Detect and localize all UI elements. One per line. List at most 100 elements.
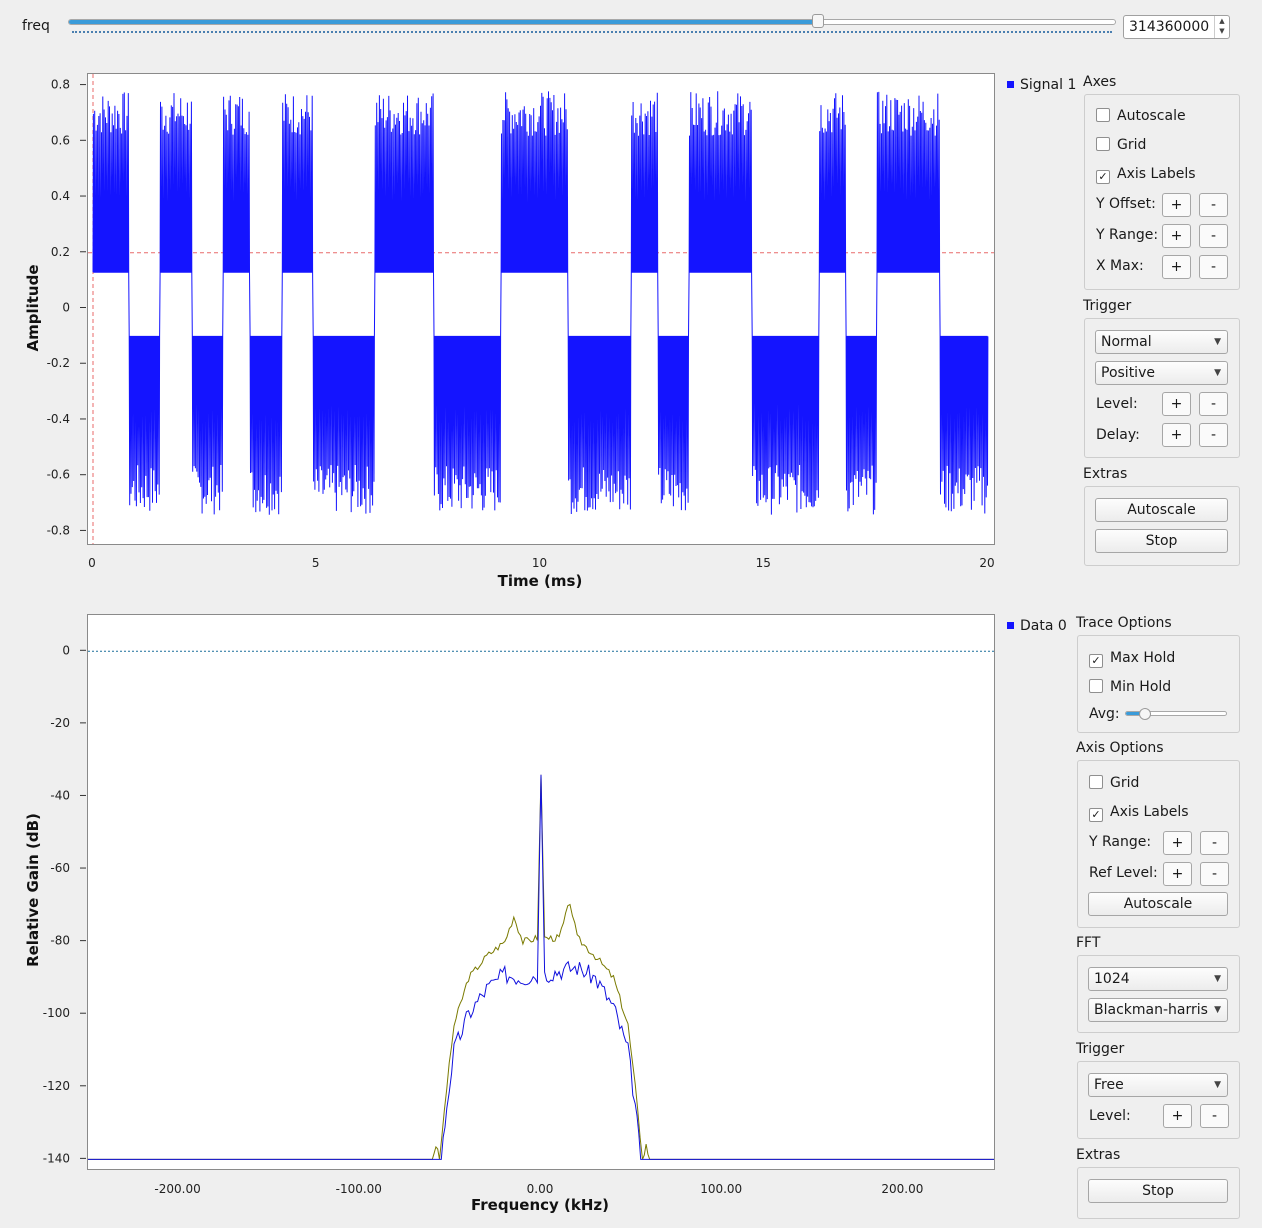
x-tick-label: -200.00 (154, 1182, 200, 1196)
y-range2-minus-button[interactable]: - (1200, 831, 1229, 855)
freq-slider-handle[interactable] (812, 14, 825, 28)
y-tick-label: -20 (50, 716, 70, 730)
x-tick-label: 5 (312, 556, 320, 570)
trigger2-title: Trigger (1076, 1041, 1125, 1057)
freq-value[interactable]: 314360000 (1129, 19, 1210, 35)
time-plot-axes: 0.8 0.6 0.4 0.2 0 -0.2 -0.4 -0.6 -0.8 0 5 10 15 20 A… (24, 78, 995, 590)
y-range-plus-button[interactable]: + (1162, 224, 1191, 248)
y-tick-label: -60 (50, 861, 70, 875)
legend-swatch (1007, 81, 1014, 88)
x-max-plus-button[interactable]: + (1162, 255, 1191, 279)
x-max-minus-button[interactable]: - (1199, 255, 1228, 279)
autoscale-checkbox[interactable]: Autoscale (1096, 108, 1186, 124)
stop2-button[interactable]: Stop (1088, 1179, 1228, 1203)
time-plot-canvas (88, 74, 994, 544)
freq-slider-fill (69, 20, 818, 24)
avg-label: Avg: (1089, 706, 1120, 722)
freq-label: freq (22, 18, 50, 34)
chevron-down-icon: ▼ (1214, 974, 1221, 984)
x-tick-label: 0.00 (527, 1182, 554, 1196)
grid2-check-icon[interactable] (1089, 775, 1103, 789)
grid-checkbox[interactable]: Grid (1096, 137, 1146, 153)
autoscale-button[interactable]: Autoscale (1095, 498, 1228, 522)
axes-title: Axes (1083, 74, 1117, 90)
stop-button[interactable]: Stop (1095, 529, 1228, 553)
freq-spinbox[interactable]: 314360000 ▲ ▼ (1123, 15, 1230, 39)
trigger-mode-select[interactable]: Normal ▼ (1095, 330, 1228, 354)
max-hold-check-icon[interactable]: ✓ (1089, 654, 1103, 668)
trigger-title: Trigger (1083, 298, 1132, 314)
freq-legend[interactable]: Data 0 (1007, 618, 1067, 634)
axis-labels-checkbox[interactable]: ✓ Axis Labels (1096, 166, 1196, 184)
y-offset-plus-button[interactable]: + (1162, 193, 1191, 217)
extras2-group: Stop (1077, 1167, 1240, 1219)
fft-size-select[interactable]: 1024 ▼ (1088, 967, 1228, 991)
trigger2-group: Free ▼ Level: + - (1077, 1061, 1240, 1139)
trigger-level-plus-button[interactable]: + (1162, 392, 1191, 416)
y-range2-plus-button[interactable]: + (1163, 831, 1192, 855)
trigger2-level-label: Level: (1089, 1108, 1131, 1124)
y-range-minus-button[interactable]: - (1199, 224, 1228, 248)
y-offset-minus-button[interactable]: - (1199, 193, 1228, 217)
y-tick-label: -0.8 (47, 523, 70, 537)
axis-labels2-check-icon[interactable]: ✓ (1089, 808, 1103, 822)
chevron-down-icon: ▼ (1214, 337, 1221, 347)
freq-slider[interactable] (68, 14, 1116, 36)
x-max-label: X Max: (1096, 258, 1144, 274)
avg-slider-handle[interactable] (1139, 708, 1152, 720)
chevron-down-icon: ▼ (1214, 368, 1221, 378)
y-tick-label: -0.2 (47, 356, 70, 370)
extras2-title: Extras (1076, 1147, 1121, 1163)
trigger-delay-minus-button[interactable]: - (1199, 423, 1228, 447)
time-legend[interactable]: Signal 1 (1007, 77, 1076, 93)
x-tick-label: 100.00 (700, 1182, 742, 1196)
y-tick-label: -0.4 (47, 412, 70, 426)
trigger-level-minus-button[interactable]: - (1199, 392, 1228, 416)
spin-arrows-icon[interactable]: ▲ ▼ (1214, 16, 1229, 38)
min-hold-checkbox[interactable]: Min Hold (1089, 679, 1171, 695)
trigger2-mode-select[interactable]: Free ▼ (1088, 1073, 1228, 1097)
fft-group: 1024 ▼ Blackman-harris ▼ (1077, 955, 1240, 1033)
trigger-group: Normal ▼ Positive ▼ Level: + - Delay: + - (1084, 318, 1240, 458)
avg-slider[interactable] (1125, 708, 1227, 722)
x-tick-label: 20 (979, 556, 994, 570)
grid2-checkbox[interactable]: Grid (1089, 775, 1139, 791)
data-0-trace (88, 774, 994, 1160)
y-tick-label: -100 (43, 1006, 70, 1020)
autoscale2-button[interactable]: Autoscale (1088, 892, 1228, 916)
freq-plot-canvas (88, 650, 994, 1160)
time-plot[interactable] (87, 73, 995, 545)
freq-plot[interactable] (87, 614, 995, 1170)
y-tick-label: 0 (62, 301, 70, 315)
axis-labels2-checkbox[interactable]: ✓ Axis Labels (1089, 804, 1189, 822)
axis-options-group: Grid ✓ Axis Labels Y Range: + - Ref Level… (1077, 760, 1240, 928)
x-tick-label: 0 (88, 556, 96, 570)
ref-level-minus-button[interactable]: - (1200, 862, 1229, 886)
grid-check-icon[interactable] (1096, 137, 1110, 151)
fft-window-select[interactable]: Blackman-harris ▼ (1088, 998, 1228, 1022)
autoscale-check-icon[interactable] (1096, 108, 1110, 122)
ref-level-plus-button[interactable]: + (1163, 862, 1192, 886)
chevron-down-icon: ▼ (1214, 1005, 1221, 1015)
extras-group: Autoscale Stop (1084, 486, 1240, 566)
y-tick-label: 0 (62, 643, 70, 657)
min-hold-check-icon[interactable] (1089, 679, 1103, 693)
trigger2-level-minus-button[interactable]: - (1200, 1104, 1229, 1128)
freq-plot-axes: 0 -20 -40 -60 -80 -100 -120 -140 -200.00 -100.00… (24, 643, 923, 1214)
trigger2-level-plus-button[interactable]: + (1163, 1104, 1192, 1128)
trigger-delay-plus-button[interactable]: + (1162, 423, 1191, 447)
legend-swatch (1007, 622, 1014, 629)
ref-level-label: Ref Level: (1089, 865, 1158, 881)
max-hold-checkbox[interactable]: ✓ Max Hold (1089, 650, 1175, 668)
time-plot-ylabel: Amplitude (24, 264, 42, 351)
y-tick-label: -120 (43, 1079, 70, 1093)
fft-title: FFT (1076, 935, 1101, 951)
axes-group: Autoscale Grid ✓ Axis Labels Y Offset: + … (1084, 94, 1240, 290)
y-tick-label: -0.6 (47, 468, 70, 482)
time-plot-xlabel: Time (ms) (498, 572, 583, 590)
trigger-slope-select[interactable]: Positive ▼ (1095, 361, 1228, 385)
avg-slider-fill (1126, 712, 1146, 715)
axis-labels-check-icon[interactable]: ✓ (1096, 170, 1110, 184)
freq-slider-ticks (72, 31, 1112, 36)
max-hold-trace (88, 774, 994, 1160)
